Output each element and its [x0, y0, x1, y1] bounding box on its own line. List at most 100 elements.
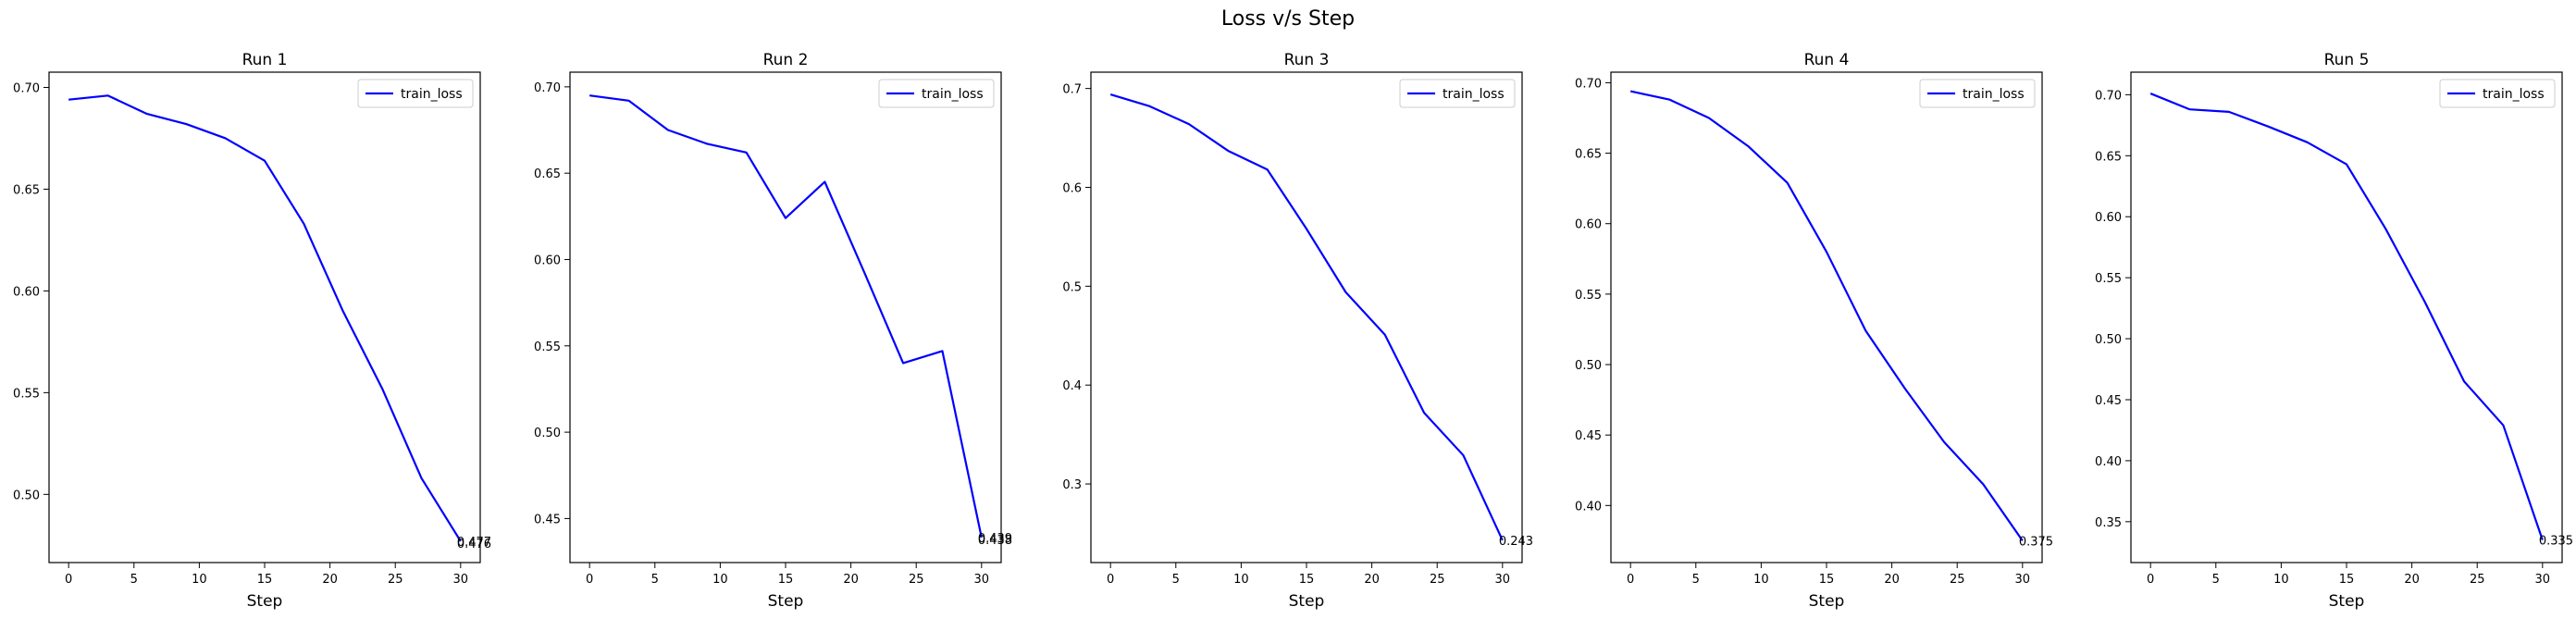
- legend-label: train_loss: [922, 87, 984, 102]
- x-tick-label: 10: [712, 573, 728, 587]
- legend-label: train_loss: [2483, 87, 2545, 102]
- subplot-run-5: Run 5 0 5 10 15 20 25 30 0.35 0.40 0.45 0.50 0.55 0.6…: [2095, 51, 2573, 611]
- x-tick-label: 0: [2147, 573, 2154, 587]
- legend: train_loss: [1399, 79, 1516, 108]
- x-tick-label: 0: [65, 573, 72, 587]
- y-tick-label: 0.70: [13, 81, 40, 95]
- y-tick-label: 0.65: [534, 167, 561, 181]
- axes-frame: [1090, 71, 1523, 563]
- y-tick-label: 0.65: [13, 183, 40, 197]
- x-axis-label: Step: [2329, 592, 2365, 611]
- x-axis-label: Step: [247, 592, 283, 611]
- legend-label: train_loss: [1443, 87, 1505, 102]
- x-tick-label: 20: [2404, 573, 2420, 587]
- legend: train_loss: [878, 79, 995, 108]
- legend-box: [1919, 79, 2036, 108]
- x-tick-label: 30: [2015, 573, 2031, 587]
- final-value-label: 0.476: [457, 538, 491, 551]
- y-tick-label: 0.5: [1062, 280, 1082, 294]
- final-value-label: 0.243: [1499, 535, 1533, 549]
- axes-frame: [1610, 71, 2043, 563]
- y-tick-label: 0.7: [1062, 83, 1082, 97]
- y-tick-label: 0.55: [13, 387, 40, 401]
- y-tick-label: 0.45: [2095, 394, 2122, 408]
- x-tick-label: 0: [1627, 573, 1634, 587]
- final-value-label: 0.439: [978, 532, 1012, 546]
- x-axis-label: Step: [1289, 592, 1325, 611]
- final-value-label: 0.375: [2019, 535, 2053, 549]
- series-line-train-loss: [1109, 93, 1504, 541]
- final-value-label: 0.335: [2539, 535, 2573, 549]
- subplot-title: Run 3: [1284, 51, 1330, 69]
- subplot-title: Run 4: [1804, 51, 1850, 69]
- legend-label: train_loss: [401, 87, 463, 102]
- y-tick-label: 0.55: [2095, 272, 2122, 286]
- x-tick-label: 20: [843, 573, 859, 587]
- y-tick-label: 0.50: [2095, 333, 2122, 347]
- y-tick-label: 0.60: [1575, 218, 1602, 232]
- axes-frame: [2130, 71, 2563, 563]
- legend-box: [1399, 79, 1516, 108]
- x-tick-label: 10: [2273, 573, 2289, 587]
- subplot-run-3: Run 3 0 5 10 15 20 25 30 0.3 0.4 0.5 0.6 0.7 Step 0.24…: [1062, 51, 1533, 611]
- x-tick-label: 15: [1299, 573, 1315, 587]
- subplot-run-1: Run 1 0 5 10 15 20 25 30 0.50 0.55 0.60 0.65 0.70 Ste…: [13, 51, 491, 611]
- y-tick-label: 0.50: [534, 427, 561, 440]
- x-tick-label: 25: [1950, 573, 1965, 587]
- x-tick-label: 30: [2535, 573, 2551, 587]
- y-tick-label: 0.40: [1575, 500, 1602, 514]
- y-tick-label: 0.70: [1575, 77, 1602, 91]
- subplot-title: Run 5: [2324, 51, 2370, 69]
- y-tick-label: 0.40: [2095, 455, 2122, 469]
- x-axis-label: Step: [768, 592, 804, 611]
- x-tick-label: 30: [453, 573, 469, 587]
- x-tick-label: 5: [651, 573, 659, 587]
- x-tick-label: 25: [388, 573, 403, 587]
- final-value-label: 0.438: [978, 534, 1012, 548]
- y-tick-label: 0.35: [2095, 516, 2122, 530]
- x-tick-label: 15: [2339, 573, 2355, 587]
- subplot-title: Run 1: [242, 51, 288, 69]
- y-tick-label: 0.50: [1575, 359, 1602, 373]
- x-tick-label: 0: [586, 573, 593, 587]
- x-tick-label: 10: [192, 573, 207, 587]
- x-tick-label: 15: [257, 573, 273, 587]
- legend: train_loss: [357, 79, 474, 108]
- legend: train_loss: [1919, 79, 2036, 108]
- y-tick-label: 0.70: [2095, 89, 2122, 103]
- x-tick-label: 25: [1430, 573, 1445, 587]
- y-tick-label: 0.65: [1575, 148, 1602, 162]
- figure-suptitle: Loss v/s Step: [1221, 7, 1355, 31]
- legend: train_loss: [2439, 79, 2556, 108]
- x-tick-label: 5: [1172, 573, 1180, 587]
- y-tick-label: 0.50: [13, 489, 40, 502]
- legend-box: [2439, 79, 2556, 108]
- y-tick-label: 0.60: [13, 285, 40, 299]
- series-line-train-loss: [2149, 93, 2544, 540]
- y-tick-label: 0.65: [2095, 150, 2122, 164]
- x-tick-label: 30: [974, 573, 990, 587]
- series-line-train-loss: [68, 94, 462, 542]
- y-tick-label: 0.70: [534, 81, 561, 95]
- subplot-run-2: Run 2 0 5 10 15 20 25 30 0.45 0.50 0.55 0.60 0.65 0.7…: [534, 51, 1012, 611]
- final-value-label: 0.477: [457, 536, 491, 550]
- x-tick-label: 10: [1233, 573, 1249, 587]
- legend-label: train_loss: [1963, 87, 2025, 102]
- axes-frame: [569, 71, 1002, 563]
- x-tick-label: 20: [1364, 573, 1380, 587]
- y-tick-label: 0.4: [1062, 379, 1082, 393]
- x-tick-label: 15: [1819, 573, 1835, 587]
- y-tick-label: 0.45: [534, 513, 561, 526]
- x-tick-label: 15: [778, 573, 794, 587]
- series-line-train-loss: [589, 94, 983, 539]
- x-tick-label: 20: [1884, 573, 1900, 587]
- y-tick-label: 0.55: [534, 340, 561, 354]
- series-line-train-loss: [1629, 90, 2024, 542]
- subplot-title: Run 2: [763, 51, 809, 69]
- legend-box: [357, 79, 474, 108]
- x-tick-label: 0: [1107, 573, 1114, 587]
- x-tick-label: 10: [1753, 573, 1769, 587]
- x-tick-label: 25: [2470, 573, 2485, 587]
